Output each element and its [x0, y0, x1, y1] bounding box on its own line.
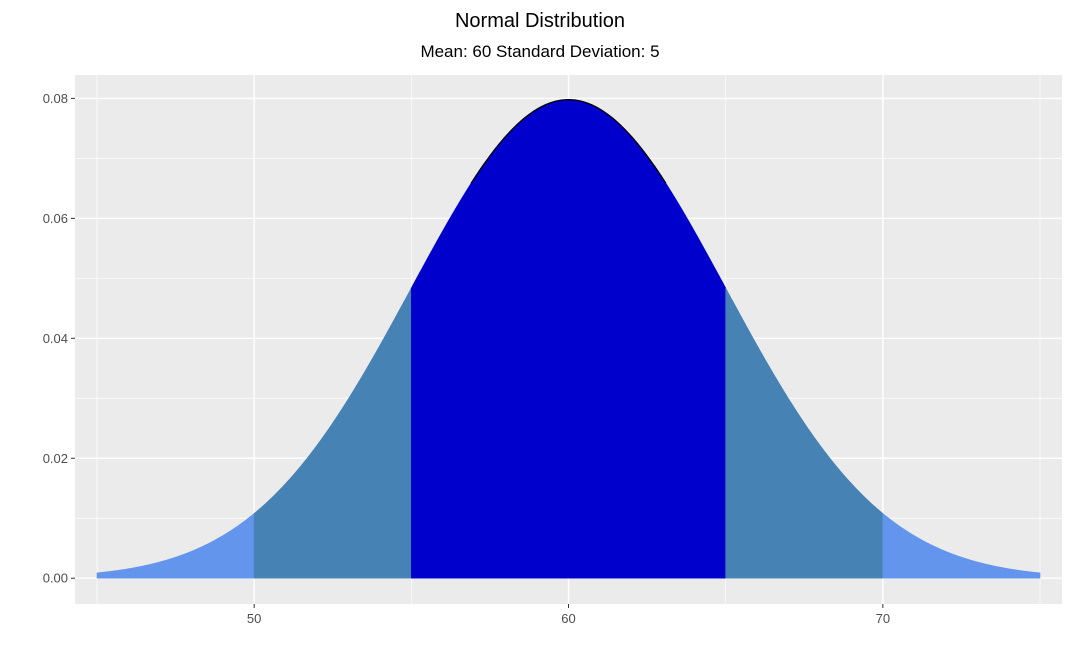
shaded-region-1	[96, 512, 255, 579]
y-tick-label: 0.00	[43, 571, 68, 586]
shaded-region-5	[882, 512, 1041, 579]
density-curve	[470, 99, 667, 184]
chart-subtitle: Mean: 60 Standard Deviation: 5	[420, 42, 660, 61]
y-tick-label: 0.02	[43, 451, 68, 466]
y-tick-label: 0.04	[43, 331, 68, 346]
x-tick-label: 70	[876, 611, 890, 626]
x-tick-label: 50	[247, 611, 261, 626]
y-tick-label: 0.06	[43, 211, 68, 226]
shaded-region-4	[725, 287, 884, 579]
shaded-region-2	[253, 287, 412, 579]
x-tick-label: 60	[561, 611, 575, 626]
chart-title: Normal Distribution	[454, 10, 626, 32]
y-tick-label: 0.08	[43, 91, 68, 106]
